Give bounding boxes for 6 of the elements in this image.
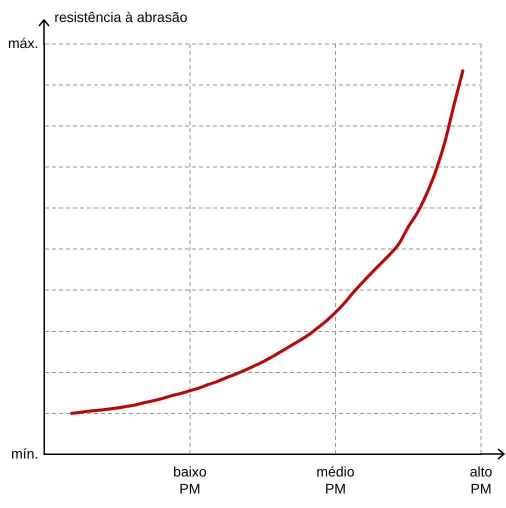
text: mín. bbox=[11, 445, 38, 462]
text: máx. bbox=[8, 34, 38, 51]
x-tick-label: alto PM bbox=[470, 464, 492, 496]
text: resistência à abrasão bbox=[54, 8, 188, 25]
x-tick-label: baixo PM bbox=[173, 464, 207, 496]
x-tick-label: médio PM bbox=[316, 464, 355, 496]
